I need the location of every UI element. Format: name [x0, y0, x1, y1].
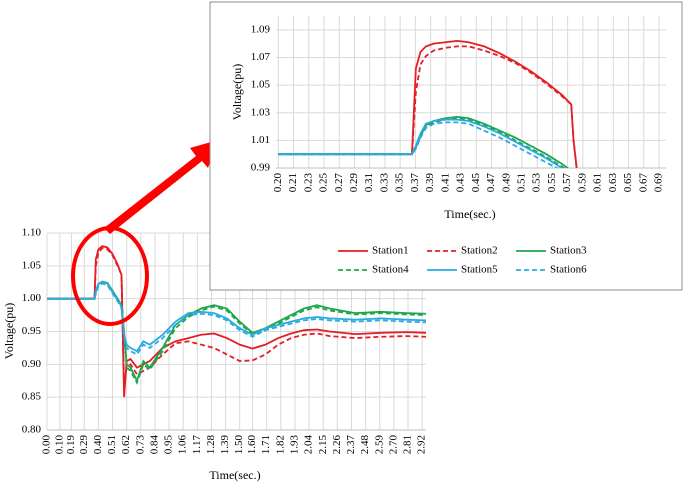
x-tick-label: 0.65 [622, 173, 634, 193]
x-tick-label: 1.39 [219, 435, 231, 455]
legend-label: Station3 [550, 245, 587, 257]
series-line [47, 281, 426, 385]
y-tick-label: 0.80 [22, 424, 42, 436]
y-tick-label: 0.99 [251, 162, 271, 174]
series-line [47, 282, 426, 356]
x-tick-label: 0.20 [272, 173, 284, 193]
x-tick-label: 1.93 [288, 435, 300, 455]
x-tick-label: 0.25 [318, 173, 330, 193]
x-tick-label: 0.19 [65, 435, 77, 455]
y-tick-label: 0.90 [22, 358, 42, 370]
inset-chart: 0.99 1.01 1.03 1.05 1.07 1.09 0.20 0.21 0.23 0.25… [230, 16, 666, 276]
x-tick-label: 0.84 [148, 435, 160, 455]
x-tick-label: 0.57 [561, 173, 573, 193]
x-tick-label: 2.37 [345, 435, 357, 455]
x-tick-label: 2.26 [331, 435, 343, 455]
x-tick-label: 2.04 [303, 435, 315, 455]
x-tick-label: 0.73 [134, 435, 146, 455]
x-tick-label: 0.51 [106, 435, 118, 454]
x-tick-label: 1.71 [260, 435, 272, 454]
y-tick-label: 1.00 [22, 292, 42, 304]
x-tick-label: 0.43 [455, 173, 467, 193]
x-tick-label: 0.40 [92, 435, 104, 455]
series-line [47, 281, 426, 353]
x-tick-label: 1.28 [205, 435, 217, 455]
x-tick-label: 2.15 [317, 435, 329, 455]
x-tick-label: 1.50 [233, 435, 245, 455]
x-tick-label: 2.92 [416, 435, 428, 454]
x-tick-label: 0.69 [653, 173, 665, 193]
x-tick-label: 0.21 [287, 173, 299, 192]
x-tick-label: 0.47 [485, 173, 497, 193]
x-tick-label: 0.51 [515, 173, 527, 192]
x-tick-label: 2.70 [387, 435, 399, 455]
legend-label: Station4 [372, 264, 409, 276]
x-tick-label: 0.10 [53, 435, 65, 455]
x-tick-label: 0.29 [348, 173, 360, 193]
x-tick-label: 1.60 [246, 435, 258, 455]
x-tick-label: 0.53 [531, 173, 543, 193]
x-tick-label: 0.00 [41, 435, 53, 455]
y-axis-title: Voltage(pu) [230, 64, 244, 120]
legend-label: Station5 [461, 264, 498, 276]
y-tick-label: 1.10 [22, 227, 42, 239]
y-tick-label: 1.01 [251, 134, 270, 146]
y-tick-label: 0.85 [22, 391, 42, 403]
series-line [278, 121, 559, 168]
series-line [278, 45, 578, 168]
legend-label: Station1 [372, 245, 409, 257]
x-tick-label: 0.33 [378, 173, 390, 193]
x-tick-label: 2.48 [359, 435, 371, 455]
x-tick-label: 0.31 [363, 173, 375, 192]
x-tick-label: 1.17 [191, 435, 203, 455]
x-tick-label: 0.55 [546, 173, 558, 193]
y-tick-label: 1.09 [251, 23, 271, 35]
y-tick-label: 1.03 [251, 106, 271, 118]
y-axis-title: Voltage(pu) [2, 303, 16, 359]
y-tick-label: 1.05 [22, 259, 42, 271]
x-tick-label: 0.59 [576, 173, 588, 193]
x-tick-label: 0.45 [470, 173, 482, 193]
x-tick-label: 0.41 [439, 173, 451, 192]
x-tick-label: 0.27 [333, 173, 345, 193]
x-tick-label: 2.59 [373, 435, 385, 455]
series-line [278, 118, 564, 168]
x-tick-label: 0.23 [302, 173, 314, 193]
x-tick-label: 0.37 [409, 173, 421, 193]
legend-label: Station6 [550, 264, 587, 276]
x-tick-label: 0.39 [424, 173, 436, 193]
x-tick-label: 0.35 [394, 173, 406, 193]
series-line [47, 245, 426, 398]
x-tick-label: 0.95 [163, 435, 175, 455]
legend-label: Station2 [461, 245, 498, 257]
x-tick-label: 0.63 [607, 173, 619, 193]
x-tick-label: 0.62 [120, 435, 132, 454]
x-tick-label: 0.67 [637, 173, 649, 193]
zoom-arrow [104, 140, 218, 234]
x-tick-label: 0.61 [592, 173, 604, 192]
x-tick-label: 0.49 [500, 173, 512, 193]
y-tick-label: 1.07 [251, 51, 271, 63]
x-axis-title: Time(sec.) [444, 207, 495, 221]
x-tick-label: 2.81 [402, 435, 414, 454]
x-tick-label: 1.82 [274, 435, 286, 454]
x-axis-title: Time(sec.) [209, 468, 260, 482]
y-tick-label: 0.95 [22, 325, 42, 337]
x-tick-label: 1.06 [177, 435, 189, 455]
x-tick-label: 0.29 [78, 435, 90, 455]
y-tick-label: 1.05 [251, 79, 271, 91]
